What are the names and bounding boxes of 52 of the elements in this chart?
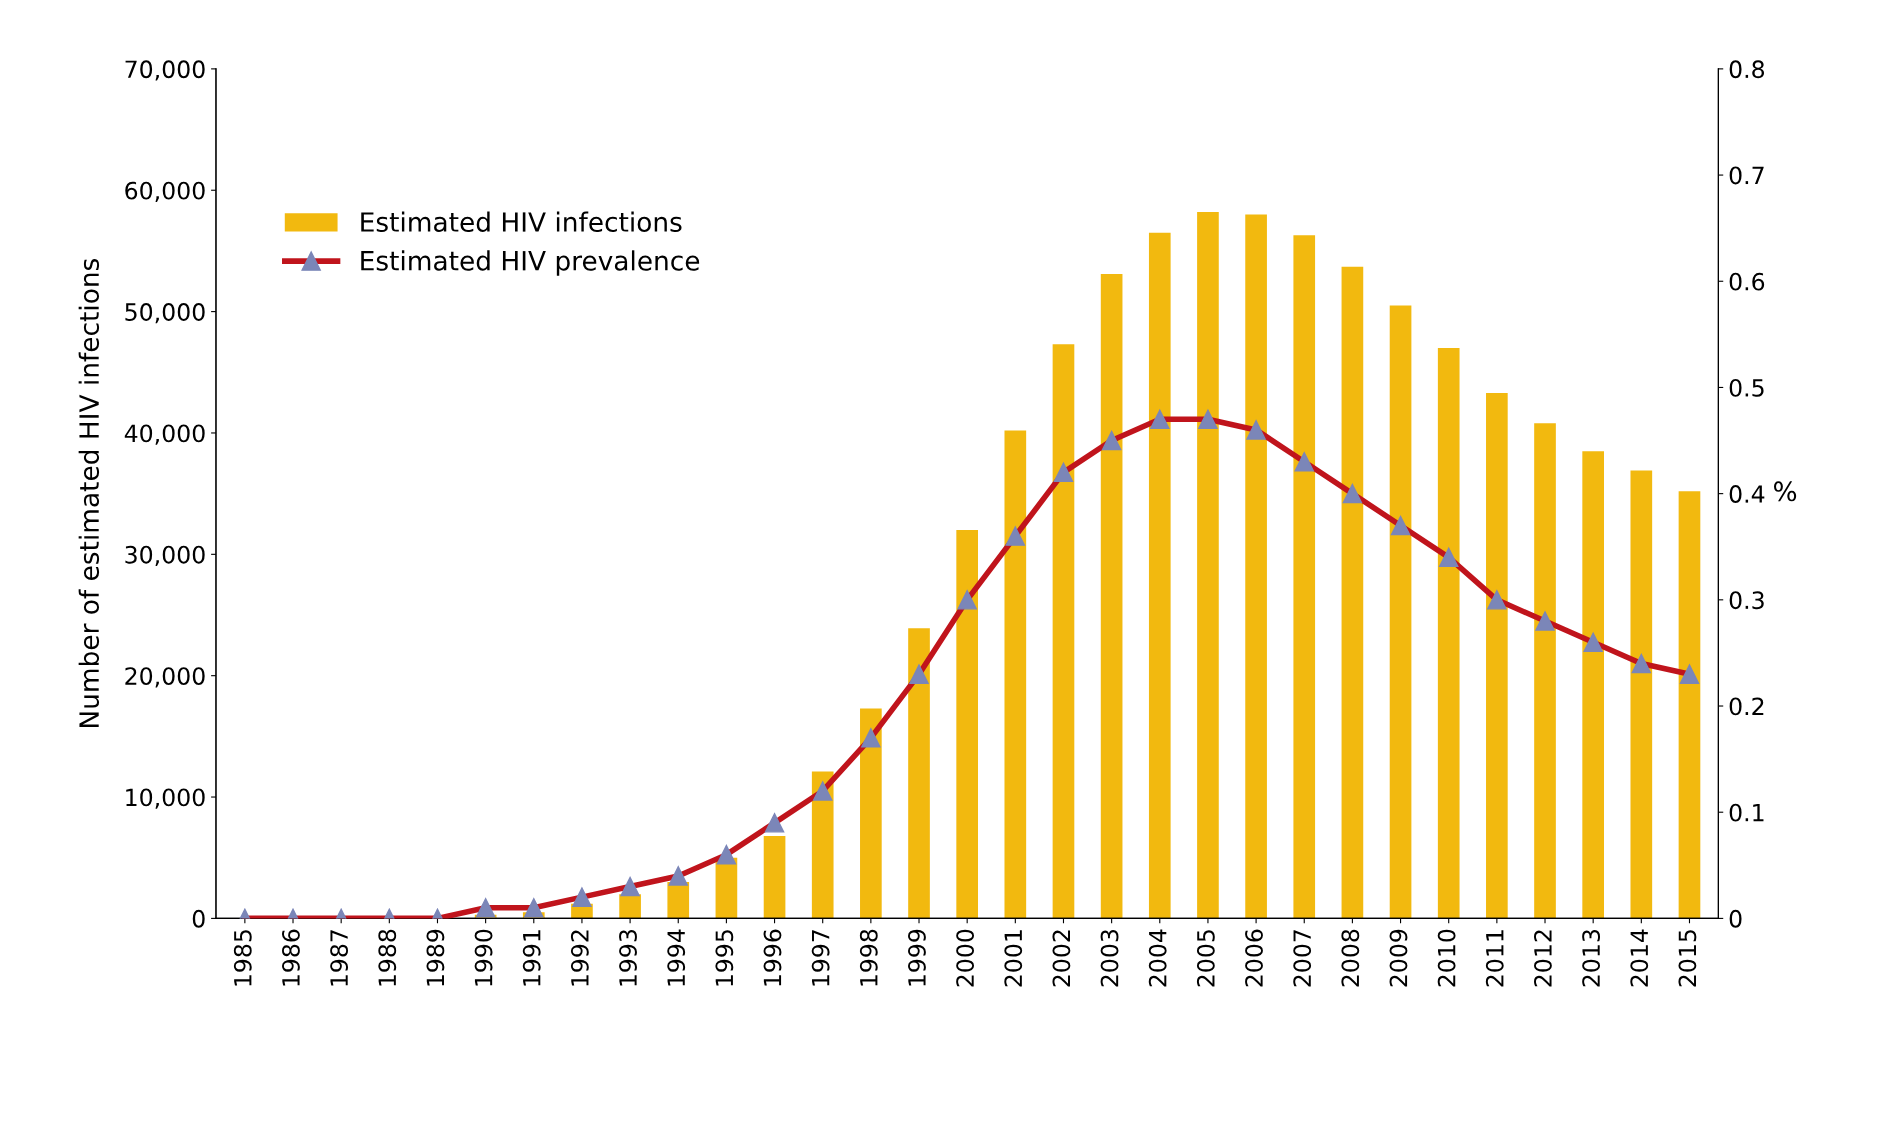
legend-label: Estimated HIV prevalence [361,250,700,276]
y2-tick-label: 0.4 [1729,485,1765,503]
y-tick-label: 0 [192,909,205,928]
x-tick-label: 1989 [426,929,445,986]
x-tick-label: 2011 [1485,930,1504,987]
y-tick-label: 40,000 [124,424,205,445]
y-tick-label: 10,000 [126,788,205,809]
x-tick-label: 1998 [859,929,878,986]
y2-tick-label: 0.7 [1729,166,1764,185]
x-tick-label: 1988 [378,929,397,986]
x-tick-label: 1986 [282,929,300,986]
x-tick-label: 2005 [1196,930,1215,987]
x-tick-label: 1991 [522,930,541,986]
x-tick-label: 2015 [1678,930,1697,987]
x-tick-label: 2004 [1148,929,1167,987]
x-tick-label: 1993 [619,930,637,986]
y2-tick-label: 0.6 [1729,272,1765,291]
x-tick-label: 2012 [1534,930,1552,987]
x-tick-label: 1985 [233,930,252,986]
y2-tick-label: 0.5 [1729,378,1764,397]
y2-tick-label: 0.1 [1729,803,1764,822]
y-tick-label: 60,000 [125,181,205,202]
x-tick-label: 2013 [1582,930,1601,987]
y2-tick-label: 0 [1729,909,1742,928]
x-tick-label: 1997 [811,930,830,986]
x-tick-label: 2000 [956,929,975,987]
x-tick-label: 1990 [474,929,493,986]
x-tick-label: 2008 [1341,929,1360,987]
x-tick-label: 1992 [570,930,589,986]
x-tick-label: 2007 [1293,930,1312,987]
y-axis-title: Number of estimated HIV infections [78,258,100,728]
x-tick-label: 1999 [908,929,926,986]
legend-label: Estimated HIV infections [361,211,682,232]
x-tick-label: 2009 [1389,929,1408,987]
x-tick-label: 1994 [667,929,686,986]
x-tick-label: 2014 [1630,929,1649,987]
x-tick-label: 1987 [330,930,349,986]
y-tick-label: 30,000 [125,545,205,567]
x-tick-label: 2010 [1437,929,1456,987]
y2-tick-label: 0.8 [1729,60,1765,79]
y-tick-label: 50,000 [125,303,205,324]
y2-tick-label: 0.3 [1729,591,1764,610]
y2-axis-title: % [1774,481,1797,502]
y-tick-label: 20,000 [125,667,205,688]
x-tick-label: 1995 [715,930,734,986]
x-tick-label: 2003 [1100,930,1119,987]
y-tick-label: 70,000 [125,60,205,81]
x-tick-label: 1996 [763,929,782,986]
x-tick-label: 2006 [1245,929,1263,987]
x-tick-label: 2002 [1052,930,1071,987]
y2-tick-label: 0.2 [1729,697,1764,716]
x-tick-label: 2001 [1004,930,1023,987]
